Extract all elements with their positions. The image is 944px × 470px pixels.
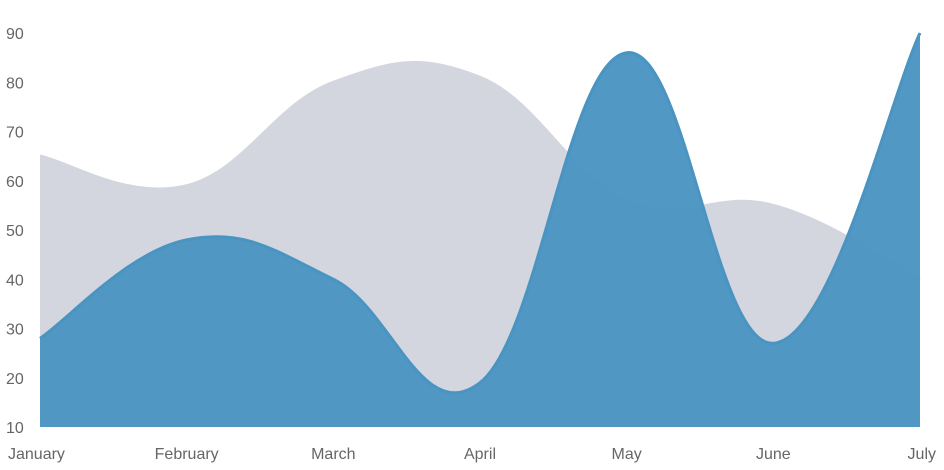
y-tick-label-60: 60 [6, 174, 24, 191]
x-tick-label-april: April [464, 446, 496, 463]
x-tick-label-february: February [155, 446, 219, 463]
y-axis-tick-labels: 10 20 30 40 50 60 70 80 90 [6, 26, 24, 437]
x-tick-label-july: July [908, 446, 936, 463]
series-2-area [40, 33, 920, 427]
x-tick-label-march: March [311, 446, 355, 463]
series-2-line [39, 32, 922, 395]
series-layer [39, 32, 922, 427]
y-tick-label-80: 80 [6, 75, 24, 92]
y-tick-label-90: 90 [6, 26, 24, 43]
series-1-line [39, 61, 921, 281]
x-tick-label-january: January [8, 446, 65, 463]
x-axis-tick-labels: January February March April May June July [8, 446, 936, 463]
y-tick-label-20: 20 [6, 371, 24, 388]
y-tick-label-70: 70 [6, 125, 24, 142]
x-tick-label-june: June [756, 446, 791, 463]
y-tick-label-40: 40 [6, 272, 24, 289]
y-tick-label-10: 10 [6, 420, 24, 437]
y-tick-label-30: 30 [6, 322, 24, 339]
y-tick-label-50: 50 [6, 223, 24, 240]
x-tick-label-may: May [612, 446, 642, 463]
